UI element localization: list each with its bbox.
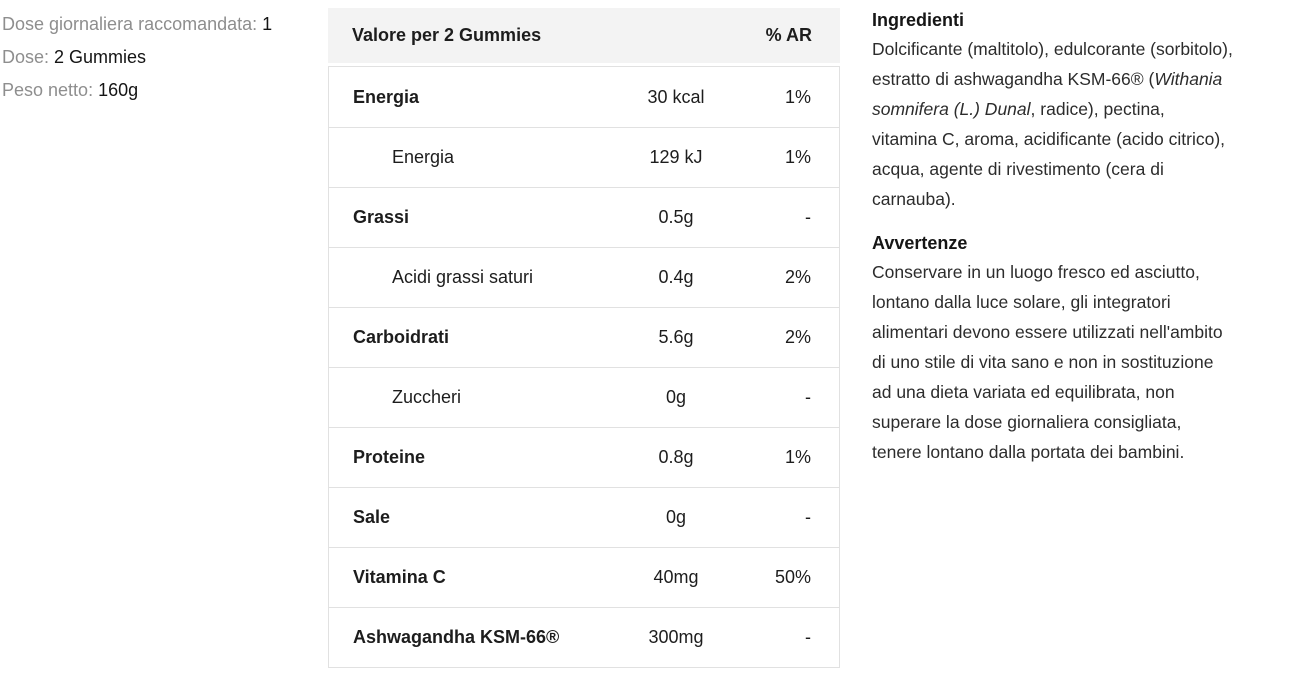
warnings-section: Avvertenze Conservare in un luogo fresco… <box>872 229 1270 467</box>
text-line: Conservare in un luogo fresco ed asciutt… <box>872 262 1200 282</box>
nutrition-table-header: Valore per 2 Gummies % AR <box>328 8 840 63</box>
info-label: Peso netto: <box>2 80 94 100</box>
nutrient-ar-percent: 1% <box>784 447 811 467</box>
product-text: Ingredienti Dolcificante (maltitolo), ed… <box>840 0 1294 668</box>
info-value: 160g <box>98 80 139 100</box>
nutrient-value: 40mg <box>653 567 699 587</box>
nutrition-row: Proteine 0.8g 1% <box>329 427 839 487</box>
nutrient-name: Energia <box>392 147 455 167</box>
info-line-dose: Dose: 2 Gummies <box>2 41 318 74</box>
nutrient-value: 30 kcal <box>647 86 705 107</box>
nutrient-value: 129 kJ <box>649 147 703 167</box>
text-line: carnauba). <box>872 189 956 209</box>
nutrient-ar-percent: - <box>805 627 811 647</box>
text-line: estratto di ashwagandha KSM-66® (Withani… <box>872 69 1223 89</box>
nutrient-ar-percent: 50% <box>774 567 811 587</box>
info-value: 1 <box>262 14 273 34</box>
nutrient-name: Energia <box>353 86 420 107</box>
text-line: ad una dieta variata ed equilibrata, non <box>872 382 1175 402</box>
nutrition-row: Acidi grassi saturi 0.4g 2% <box>329 247 839 307</box>
text-line: somnifera (L.) Dunal, radice), pectina, <box>872 99 1165 119</box>
info-line-net-weight: Peso netto: 160g <box>2 74 318 107</box>
nutrient-value: 0.5g <box>658 207 694 227</box>
nutrition-table: Valore per 2 Gummies % AR Energia 30 kcal… <box>328 0 840 668</box>
nutrient-ar-percent: 1% <box>784 86 811 107</box>
ingredients-text: Dolcificante (maltitolo), edulcorante (s… <box>872 34 1270 214</box>
nutrition-row: Energia 30 kcal 1% <box>329 67 839 127</box>
text-line: superare la dose giornaliera consigliata… <box>872 412 1182 432</box>
nutrient-ar-percent: 2% <box>784 327 811 347</box>
nutrient-ar-percent: - <box>805 207 811 227</box>
nutrition-row: Energia 129 kJ 1% <box>329 127 839 187</box>
nutrition-row: Sale 0g - <box>329 487 839 547</box>
nutrient-name: Zuccheri <box>392 387 462 407</box>
nutrient-value: 0g <box>665 387 687 407</box>
text-line: di uno stile di vita sano e non in sosti… <box>872 352 1214 372</box>
warnings-text: Conservare in un luogo fresco ed asciutt… <box>872 257 1270 467</box>
nutrient-ar-percent: - <box>805 387 811 407</box>
nutrition-row: Vitamina C 40mg 50% <box>329 547 839 607</box>
nutrient-ar-percent: - <box>805 507 811 527</box>
nutrient-value: 0.4g <box>658 267 694 287</box>
info-value: 2 Gummies <box>54 47 147 67</box>
header-ar-label: % AR <box>765 25 812 45</box>
info-line-daily-dose: Dose giornaliera raccomandata: 1 <box>2 8 318 41</box>
info-label: Dose: <box>2 47 50 67</box>
text-line: lontano dalla luce solare, gli integrato… <box>872 292 1171 312</box>
nutrition-row: Grassi 0.5g - <box>329 187 839 247</box>
text-line: alimentari devono essere utilizzati nell… <box>872 322 1223 342</box>
nutrient-value: 0.8g <box>658 447 694 467</box>
nutrient-name: Proteine <box>353 447 426 467</box>
nutrient-name: Sale <box>353 507 391 527</box>
warnings-heading: Avvertenze <box>872 233 968 253</box>
text-line: Dolcificante (maltitolo), edulcorante (s… <box>872 39 1233 59</box>
nutrient-value: 0g <box>665 507 687 527</box>
ingredients-heading: Ingredienti <box>872 10 965 30</box>
nutrition-row: Zuccheri 0g - <box>329 367 839 427</box>
nutrient-name: Carboidrati <box>353 327 450 347</box>
nutrient-ar-percent: 2% <box>784 267 811 287</box>
info-label: Dose giornaliera raccomandata: <box>2 14 258 34</box>
nutrient-name: Acidi grassi saturi <box>392 267 534 287</box>
nutrition-table-body: Energia 30 kcal 1% Energia 129 kJ 1% Grassi 0.5… <box>328 66 840 668</box>
ingredients-section: Ingredienti Dolcificante (maltitolo), ed… <box>872 6 1270 214</box>
nutrient-name: Ashwagandha KSM-66® <box>353 627 560 647</box>
nutrient-value: 300mg <box>648 627 704 647</box>
nutrition-row: Ashwagandha KSM-66® 300mg - <box>329 607 839 667</box>
nutrient-name: Vitamina C <box>353 567 446 587</box>
nutrient-ar-percent: 1% <box>784 147 811 167</box>
text-line: tenere lontano dalla portata dei bambini… <box>872 442 1185 462</box>
nutrient-value: 5.6g <box>658 327 694 347</box>
header-serving-label: Valore per 2 Gummies <box>352 25 542 45</box>
text-line: acqua, agente di rivestimento (cera di <box>872 159 1164 179</box>
text-line: vitamina C, aroma, acidificante (acido c… <box>872 129 1226 149</box>
nutrient-name: Grassi <box>353 207 410 227</box>
product-info: Dose giornaliera raccomandata: 1 Dose: 2 G… <box>0 0 328 668</box>
nutrition-row: Carboidrati 5.6g 2% <box>329 307 839 367</box>
